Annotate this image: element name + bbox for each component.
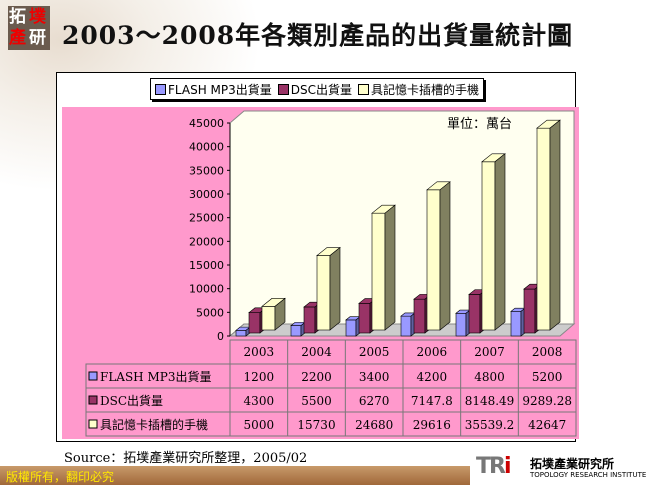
table-cell: 8148.49: [465, 394, 515, 408]
table-cell: 6270: [359, 394, 390, 408]
y-tick-label: 35000: [189, 164, 224, 177]
table-cell: 42647: [528, 418, 566, 432]
legend-item: DSC出貨量: [277, 81, 353, 98]
bar: [358, 303, 371, 334]
table-legend-swatch: [88, 371, 98, 381]
legend-swatch: [358, 83, 370, 95]
unit-label: 單位：萬台: [447, 117, 512, 132]
bar: [468, 294, 481, 334]
brand-name-cn: 拓墣產業研究所: [530, 457, 615, 471]
legend-label: 具記憶卡插槽的手機: [371, 82, 480, 97]
y-tick-label: 40000: [189, 141, 224, 154]
table-year: 2005: [359, 345, 390, 359]
bar-side: [274, 297, 286, 331]
table-cell: 3400: [359, 370, 390, 384]
page-title: 2003～2008年各類別產品的出貨量統計圖: [62, 21, 574, 50]
table-cell: 5200: [532, 370, 563, 384]
logo-char: 墣: [29, 7, 46, 27]
legend: FLASH MP3出貨量 DSC出貨量 具記憶卡插槽的手機: [150, 78, 485, 100]
legend-label: DSC出貨量: [290, 82, 353, 97]
table-row-label: 具記憶卡插槽的手機: [100, 417, 208, 432]
brand-mark: TRi: [476, 454, 511, 479]
brand-name-en: TOPOLOGY RESEARCH INSTITUTE: [530, 471, 647, 479]
bar: [481, 161, 496, 331]
table-cell: 4800: [474, 370, 505, 384]
bar-side: [494, 153, 506, 331]
y-tick-label: 0: [217, 330, 224, 343]
y-tick-label: 20000: [189, 235, 224, 248]
y-tick-label: 30000: [189, 188, 224, 201]
brand-logo: TRi 拓墣產業研究所 TOPOLOGY RESEARCH INSTITUTE: [470, 452, 650, 485]
table-legend-swatch: [88, 419, 98, 429]
bar: [316, 255, 331, 331]
table-year: 2004: [301, 345, 332, 359]
table-cell: 7147.8: [411, 394, 453, 408]
bar-side: [549, 119, 561, 331]
y-tick-label: 15000: [189, 259, 224, 272]
bar-side: [329, 246, 341, 331]
table-year: 2006: [417, 345, 448, 359]
table-cell: 2200: [301, 370, 332, 384]
logo-char: 產: [9, 28, 26, 48]
bar: [413, 298, 426, 334]
bar: [303, 306, 316, 334]
bar: [261, 306, 276, 331]
bar: [290, 325, 302, 337]
bar: [400, 315, 412, 337]
table-year: 2008: [532, 345, 563, 359]
table-legend-swatch: [88, 395, 98, 405]
legend-item: FLASH MP3出貨量: [155, 81, 272, 98]
table-cell: 24680: [355, 418, 393, 432]
source-note: Source：拓墣產業研究所整理，2005/02: [64, 451, 308, 466]
legend-swatch: [277, 83, 289, 95]
bar: [455, 312, 467, 337]
logo: 拓 墣 產 研: [8, 6, 50, 50]
bar: [235, 330, 247, 337]
legend-label: FLASH MP3出貨量: [168, 82, 272, 97]
legend-item: 具記憶卡插槽的手機: [358, 81, 479, 98]
table-cell: 15730: [297, 418, 335, 432]
bar: [523, 288, 536, 334]
y-tick-label: 45000: [189, 117, 224, 130]
table-cell: 1200: [244, 370, 275, 384]
table-cell: 4200: [417, 370, 448, 384]
table-cell: 9289.28: [522, 394, 572, 408]
bar-side: [439, 181, 451, 331]
bar: [510, 311, 522, 337]
copyright: 版權所有，翻印必究: [6, 470, 115, 484]
table-cell: 35539.2: [465, 418, 515, 432]
table-cell: 29616: [413, 418, 451, 432]
table-cell: 5500: [301, 394, 332, 408]
bar: [248, 312, 261, 334]
logo-char: 拓: [9, 7, 26, 27]
table-year: 2007: [474, 345, 505, 359]
y-tick-label: 5000: [196, 306, 224, 319]
bar-side: [384, 204, 396, 331]
table-cell: 4300: [244, 394, 275, 408]
bar: [536, 127, 551, 331]
y-tick-label: 25000: [189, 212, 224, 225]
bar: [426, 189, 441, 331]
table-row-label: DSC出貨量: [100, 393, 163, 408]
table-cell: 5000: [244, 418, 275, 432]
bar: [371, 212, 386, 331]
legend-swatch: [155, 83, 166, 95]
table-row-label: FLASH MP3出貨量: [100, 369, 211, 384]
table-year: 2003: [244, 345, 275, 359]
logo-char: 研: [29, 28, 46, 48]
y-tick-label: 10000: [189, 283, 224, 296]
bar: [345, 319, 357, 337]
